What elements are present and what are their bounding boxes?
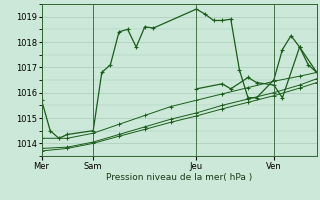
X-axis label: Pression niveau de la mer( hPa ): Pression niveau de la mer( hPa ) — [106, 173, 252, 182]
